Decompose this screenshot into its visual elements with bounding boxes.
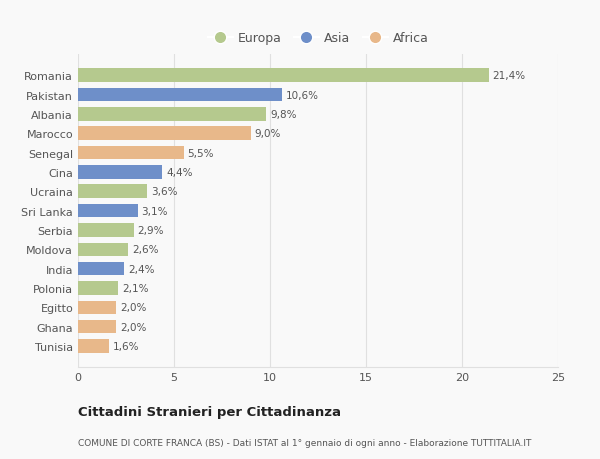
Bar	[78, 243, 128, 257]
Text: COMUNE DI CORTE FRANCA (BS) - Dati ISTAT al 1° gennaio di ogni anno - Elaborazio: COMUNE DI CORTE FRANCA (BS) - Dati ISTAT…	[78, 438, 532, 447]
Text: Cittadini Stranieri per Cittadinanza: Cittadini Stranieri per Cittadinanza	[78, 405, 341, 419]
Bar	[78, 108, 266, 121]
Text: 3,6%: 3,6%	[151, 187, 178, 197]
Bar	[78, 166, 163, 179]
Bar	[78, 320, 116, 334]
Text: 10,6%: 10,6%	[286, 90, 319, 101]
Bar	[78, 224, 134, 237]
Text: 2,1%: 2,1%	[122, 283, 149, 293]
Text: 3,1%: 3,1%	[142, 206, 168, 216]
Bar	[78, 301, 116, 314]
Bar	[78, 262, 124, 276]
Text: 1,6%: 1,6%	[113, 341, 139, 351]
Bar	[78, 281, 118, 295]
Text: 21,4%: 21,4%	[493, 71, 526, 81]
Text: 2,9%: 2,9%	[137, 225, 164, 235]
Bar	[78, 69, 489, 83]
Text: 5,5%: 5,5%	[187, 148, 214, 158]
Legend: Europa, Asia, Africa: Europa, Asia, Africa	[203, 27, 433, 50]
Text: 2,6%: 2,6%	[132, 245, 158, 255]
Bar	[78, 204, 137, 218]
Bar	[78, 340, 109, 353]
Text: 4,4%: 4,4%	[166, 168, 193, 178]
Bar	[78, 146, 184, 160]
Text: 2,0%: 2,0%	[120, 302, 146, 313]
Text: 9,0%: 9,0%	[254, 129, 281, 139]
Text: 2,0%: 2,0%	[120, 322, 146, 332]
Bar	[78, 89, 281, 102]
Text: 9,8%: 9,8%	[270, 110, 296, 120]
Text: 2,4%: 2,4%	[128, 264, 154, 274]
Bar	[78, 127, 251, 141]
Bar	[78, 185, 147, 199]
